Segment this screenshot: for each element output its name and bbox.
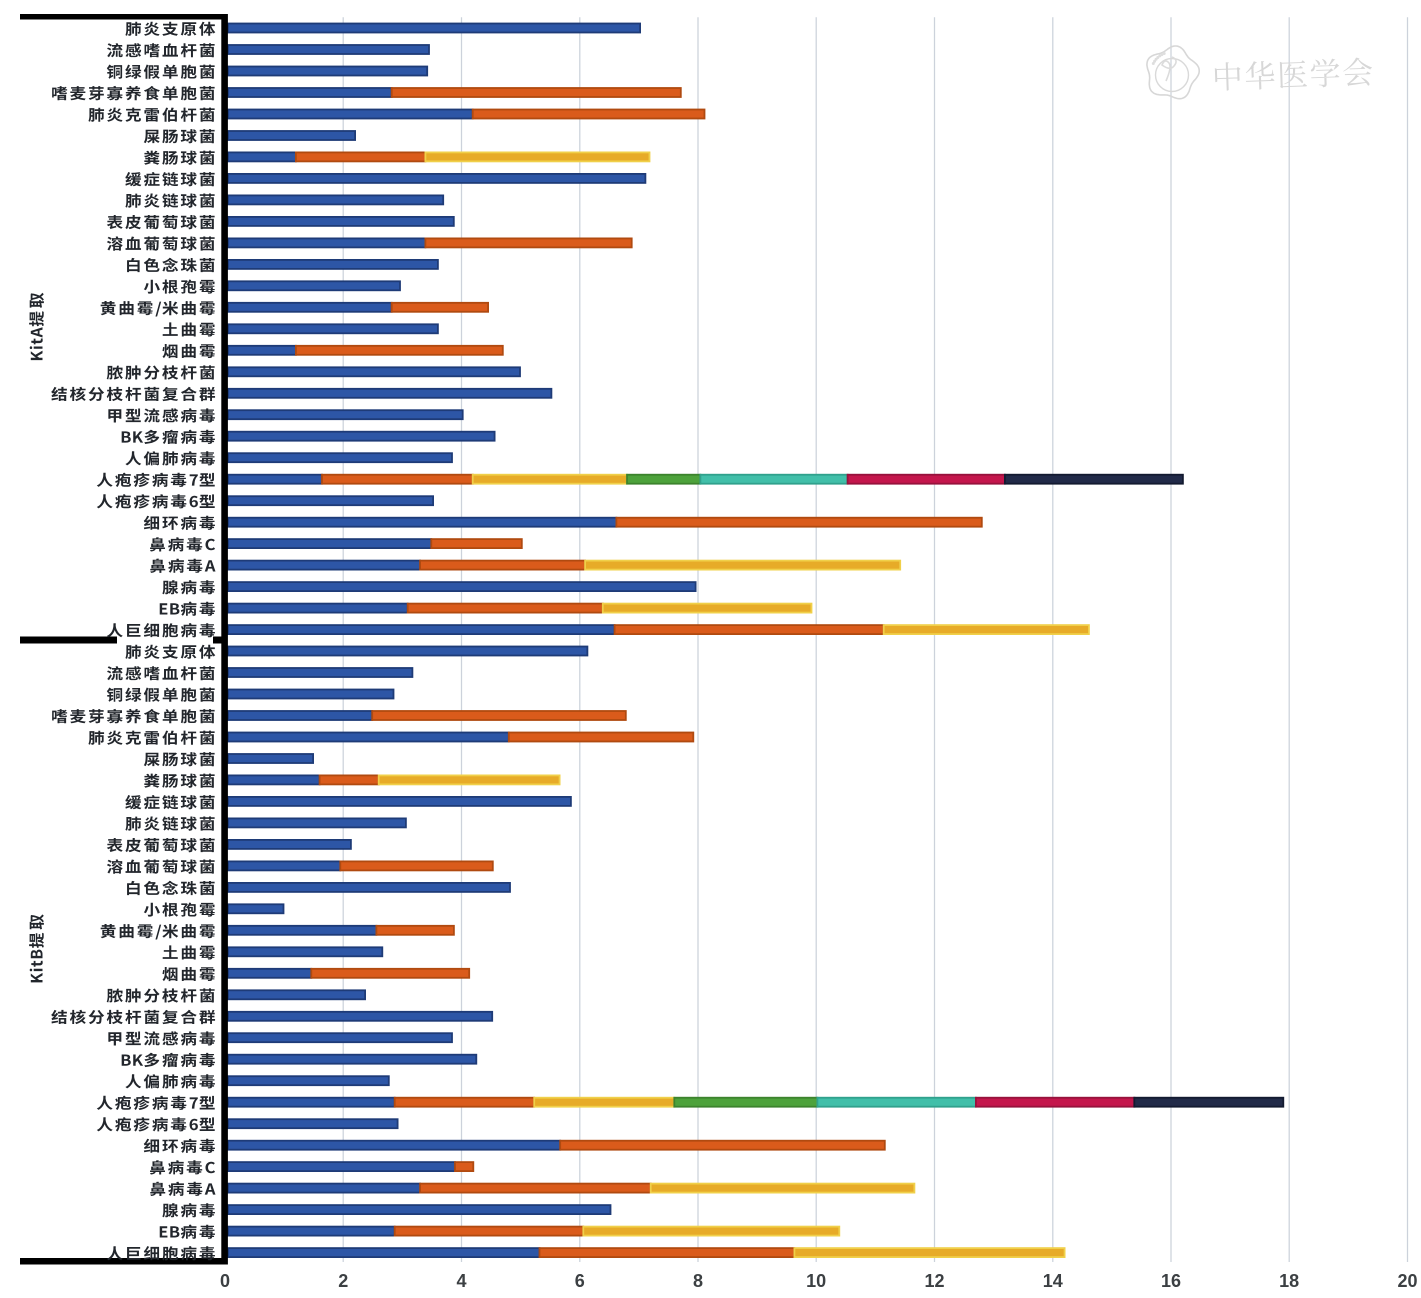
svg-text:4: 4 [456,1271,466,1291]
svg-text:8: 8 [693,1271,703,1291]
svg-text:6: 6 [575,1271,585,1291]
svg-text:18: 18 [1279,1271,1299,1291]
svg-text:12: 12 [924,1271,944,1291]
svg-text:0: 0 [220,1271,230,1291]
svg-text:16: 16 [1161,1271,1181,1291]
svg-text:14: 14 [1043,1271,1063,1291]
svg-text:10: 10 [806,1271,826,1291]
svg-text:2: 2 [338,1271,348,1291]
svg-text:20: 20 [1397,1271,1417,1291]
